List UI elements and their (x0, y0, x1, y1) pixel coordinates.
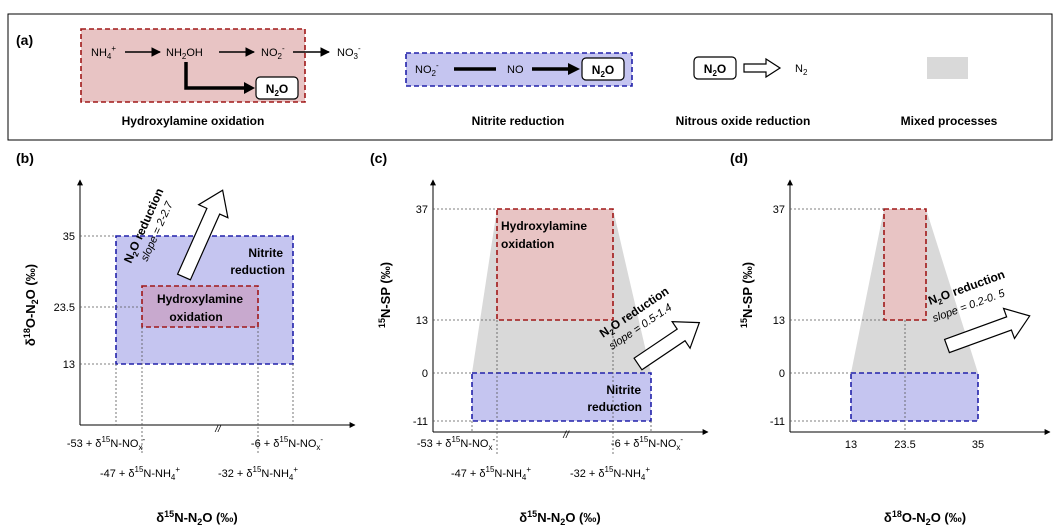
arrow-no-n2o-head (568, 63, 580, 75)
panel-d-ylabel: 15N-SP (‰) (739, 262, 755, 328)
panel-d-xtick-13: 13 (845, 439, 857, 451)
panel-c-xtick-2: -6 + δ15N-NOx- (611, 435, 683, 452)
panel-b-xtick-4: -32 + δ15N-NH4+ (218, 465, 298, 482)
legend-hydroxylamine-caption: Hydroxylamine oxidation (122, 114, 265, 128)
panel-b-xtick-2: -6 + δ15N-NOx- (251, 435, 323, 452)
species-no: NO (507, 64, 524, 76)
panel-b-xtick-3: -47 + δ15N-NH4+ (100, 465, 180, 482)
legend-hydroxylamine: NH4+ NH2OH NO2- NO3- N2O Hydroxylamine o… (80, 28, 361, 128)
panel-c-xtick-1: -53 + δ15N-NOx- (417, 435, 496, 452)
panel-d-ytick-13: 13 (773, 315, 785, 327)
n2o-box-nitrite (581, 57, 625, 81)
panel-b-label: (b) (16, 150, 34, 166)
panel-c-ytick-37: 37 (416, 204, 428, 216)
panel-c-hydroxylamine-label-2: oxidation (501, 237, 554, 251)
panel-c-hydroxylamine-box (496, 208, 614, 321)
panel-c-ytick-0: 0 (422, 368, 428, 380)
panel-b-ytick-13: 13 (63, 359, 75, 371)
mixed-swatch (927, 57, 968, 79)
panel-d-xtick-23-5: 23.5 (894, 439, 915, 451)
legend-mixed-caption: Mixed processes (901, 114, 998, 128)
panel-c-ytick-minus11: -11 (413, 416, 428, 428)
species-no2: NO2- (261, 44, 285, 61)
panel-d-ytick-0: 0 (779, 368, 785, 380)
panel-b-ytick-23-5: 23.5 (54, 302, 75, 314)
legend-nitrite-caption: Nitrite reduction (472, 114, 565, 128)
panel-c-nitrite-box (471, 372, 652, 422)
hollow-arrow-icon (743, 57, 782, 79)
panel-b-nitrite-label-2: reduction (230, 263, 285, 277)
arrow-nh2oh-n2o (184, 62, 244, 90)
panel-b-xlabel: δ15N-N2O (‰) (156, 509, 237, 527)
arrow-nh2oh-n2o-head (244, 82, 255, 94)
panel-b-nitrite-label-1: Nitrite (248, 246, 283, 260)
panel-d-arrow-shape (943, 307, 1031, 354)
panel-c-arrow-shape (633, 321, 701, 371)
panel-c-reduction-arrow (633, 321, 701, 371)
panel-d-ytick-37: 37 (773, 204, 785, 216)
panel-b-axis-break: // (214, 424, 222, 435)
panel-d-ytick-minus11: -11 (770, 416, 785, 428)
panel-c: (c) 37 13 0 -11 // -53 + δ15N-NOx- -6 + … (370, 150, 709, 527)
panel-b-xtick-1: -53 + δ15N-NOx- (67, 435, 146, 452)
n2o-box-hydroxylamine (255, 76, 299, 100)
panel-d-hydroxylamine-box (883, 208, 927, 321)
panel-c-ylabel: 15N-SP (‰) (377, 262, 393, 328)
species-nh2oh: NH2OH (166, 47, 203, 61)
panel-c-xtick-4: -32 + δ15N-NH4+ (570, 465, 650, 482)
panel-c-axis-break: // (562, 430, 570, 441)
legend-mixed: Mixed processes (901, 57, 998, 128)
panel-d: (d) 37 13 0 -11 13 23.5 35 N2O reduction… (730, 150, 1051, 527)
species-no2-nitrite: NO2- (415, 61, 439, 78)
panel-d-xlabel: δ18O-N2O (‰) (884, 509, 966, 527)
species-nh4: NH4+ (91, 44, 116, 61)
species-no3: NO3- (337, 44, 361, 61)
panel-c-ytick-13: 13 (416, 315, 428, 327)
n2o-label-nitrite: N2O (592, 63, 614, 79)
panel-c-xtick-3: -47 + δ15N-NH4+ (451, 465, 531, 482)
species-n2: N2 (795, 63, 808, 77)
panel-b-arrow-shape (176, 189, 229, 281)
panel-c-nitrite-label-2: reduction (587, 400, 642, 414)
panel-b: (b) 35 23.5 13 // -53 + δ15N-NOx- -6 + δ… (16, 150, 356, 527)
panel-d-nitrite-box (850, 372, 979, 422)
legend-nitrous: N2O N2 Nitrous oxide reduction (676, 56, 811, 128)
n2o-label-hydroxylamine: N2O (266, 82, 288, 98)
panel-b-ytick-35: 35 (63, 231, 75, 243)
panel-d-xtick-35: 35 (972, 439, 984, 451)
n2o-label-nitrous: N2O (704, 62, 726, 78)
legend-frame (7, 13, 1053, 141)
panel-c-nitrite-label-1: Nitrite (606, 383, 641, 397)
legend-nitrite: NO2- NO N2O Nitrite reduction (405, 52, 633, 128)
panel-b-hydroxylamine-label-2: oxidation (169, 310, 222, 324)
n2o-box-nitrous (693, 56, 737, 80)
panel-b-hydroxylamine-box (141, 285, 259, 328)
panel-c-hydroxylamine-label-1: Hydroxylamine (501, 219, 587, 233)
panel-a-label: (a) (16, 32, 33, 48)
panel-d-reduction-arrow (943, 307, 1031, 354)
panel-b-hydroxylamine-label-1: Hydroxylamine (157, 292, 243, 306)
panel-b-ylabel: δ18O-N2O (‰) (22, 264, 40, 346)
panel-d-label: (d) (730, 150, 748, 166)
legend-panel: (a) NH4+ NH2OH NO2- NO3- N2O Hydroxylami… (7, 13, 1053, 141)
panel-c-xlabel: δ15N-N2O (‰) (519, 509, 600, 527)
legend-nitrous-caption: Nitrous oxide reduction (676, 114, 811, 128)
panel-c-label: (c) (370, 150, 387, 166)
panel-b-reduction-arrow (176, 189, 229, 281)
